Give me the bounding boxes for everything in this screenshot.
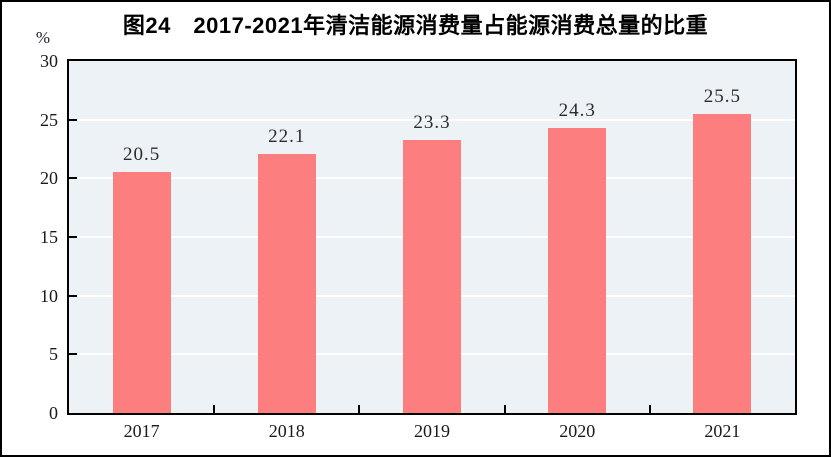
bar [548,127,607,413]
y-tick [69,294,77,297]
y-tick [69,177,77,180]
bar-value-label: 22.1 [268,125,306,147]
bar-value-label: 23.3 [413,111,451,133]
x-category-label: 2017 [123,421,160,441]
bar [257,153,316,413]
x-category-label: 2020 [559,421,596,441]
y-tick-label: 10 [40,285,58,306]
y-tick-label: 20 [40,168,58,189]
bar-value-label: 25.5 [703,85,742,107]
y-tick-label: 25 [40,109,58,130]
y-tick-label: 5 [49,344,58,365]
bar [112,172,171,413]
y-tick-label: 0 [49,403,58,423]
y-tick [69,353,77,356]
x-tick [213,405,216,413]
bar [403,139,461,413]
x-category-label: 2021 [704,421,741,441]
gridline [69,118,795,121]
bar [693,113,752,413]
x-tick [648,405,651,413]
x-tick [358,405,361,413]
plot-area: 20.5 22.1 23.3 24.3 25.5 [67,59,797,415]
bar-value-label: 24.3 [558,99,596,121]
y-axis-unit-label: % [35,28,50,47]
y-tick-label: 30 [40,51,58,71]
bar-value-label: 20.5 [122,144,161,166]
y-tick-label: 15 [40,227,58,247]
y-tick [69,236,77,238]
y-tick [69,118,77,121]
x-tick [503,405,506,413]
x-category-label: 2018 [268,421,305,441]
chart-title: 图24 2017-2021年清洁能源消费量占能源消费总量的比重 [122,13,709,38]
x-category-label: 2019 [414,421,450,441]
